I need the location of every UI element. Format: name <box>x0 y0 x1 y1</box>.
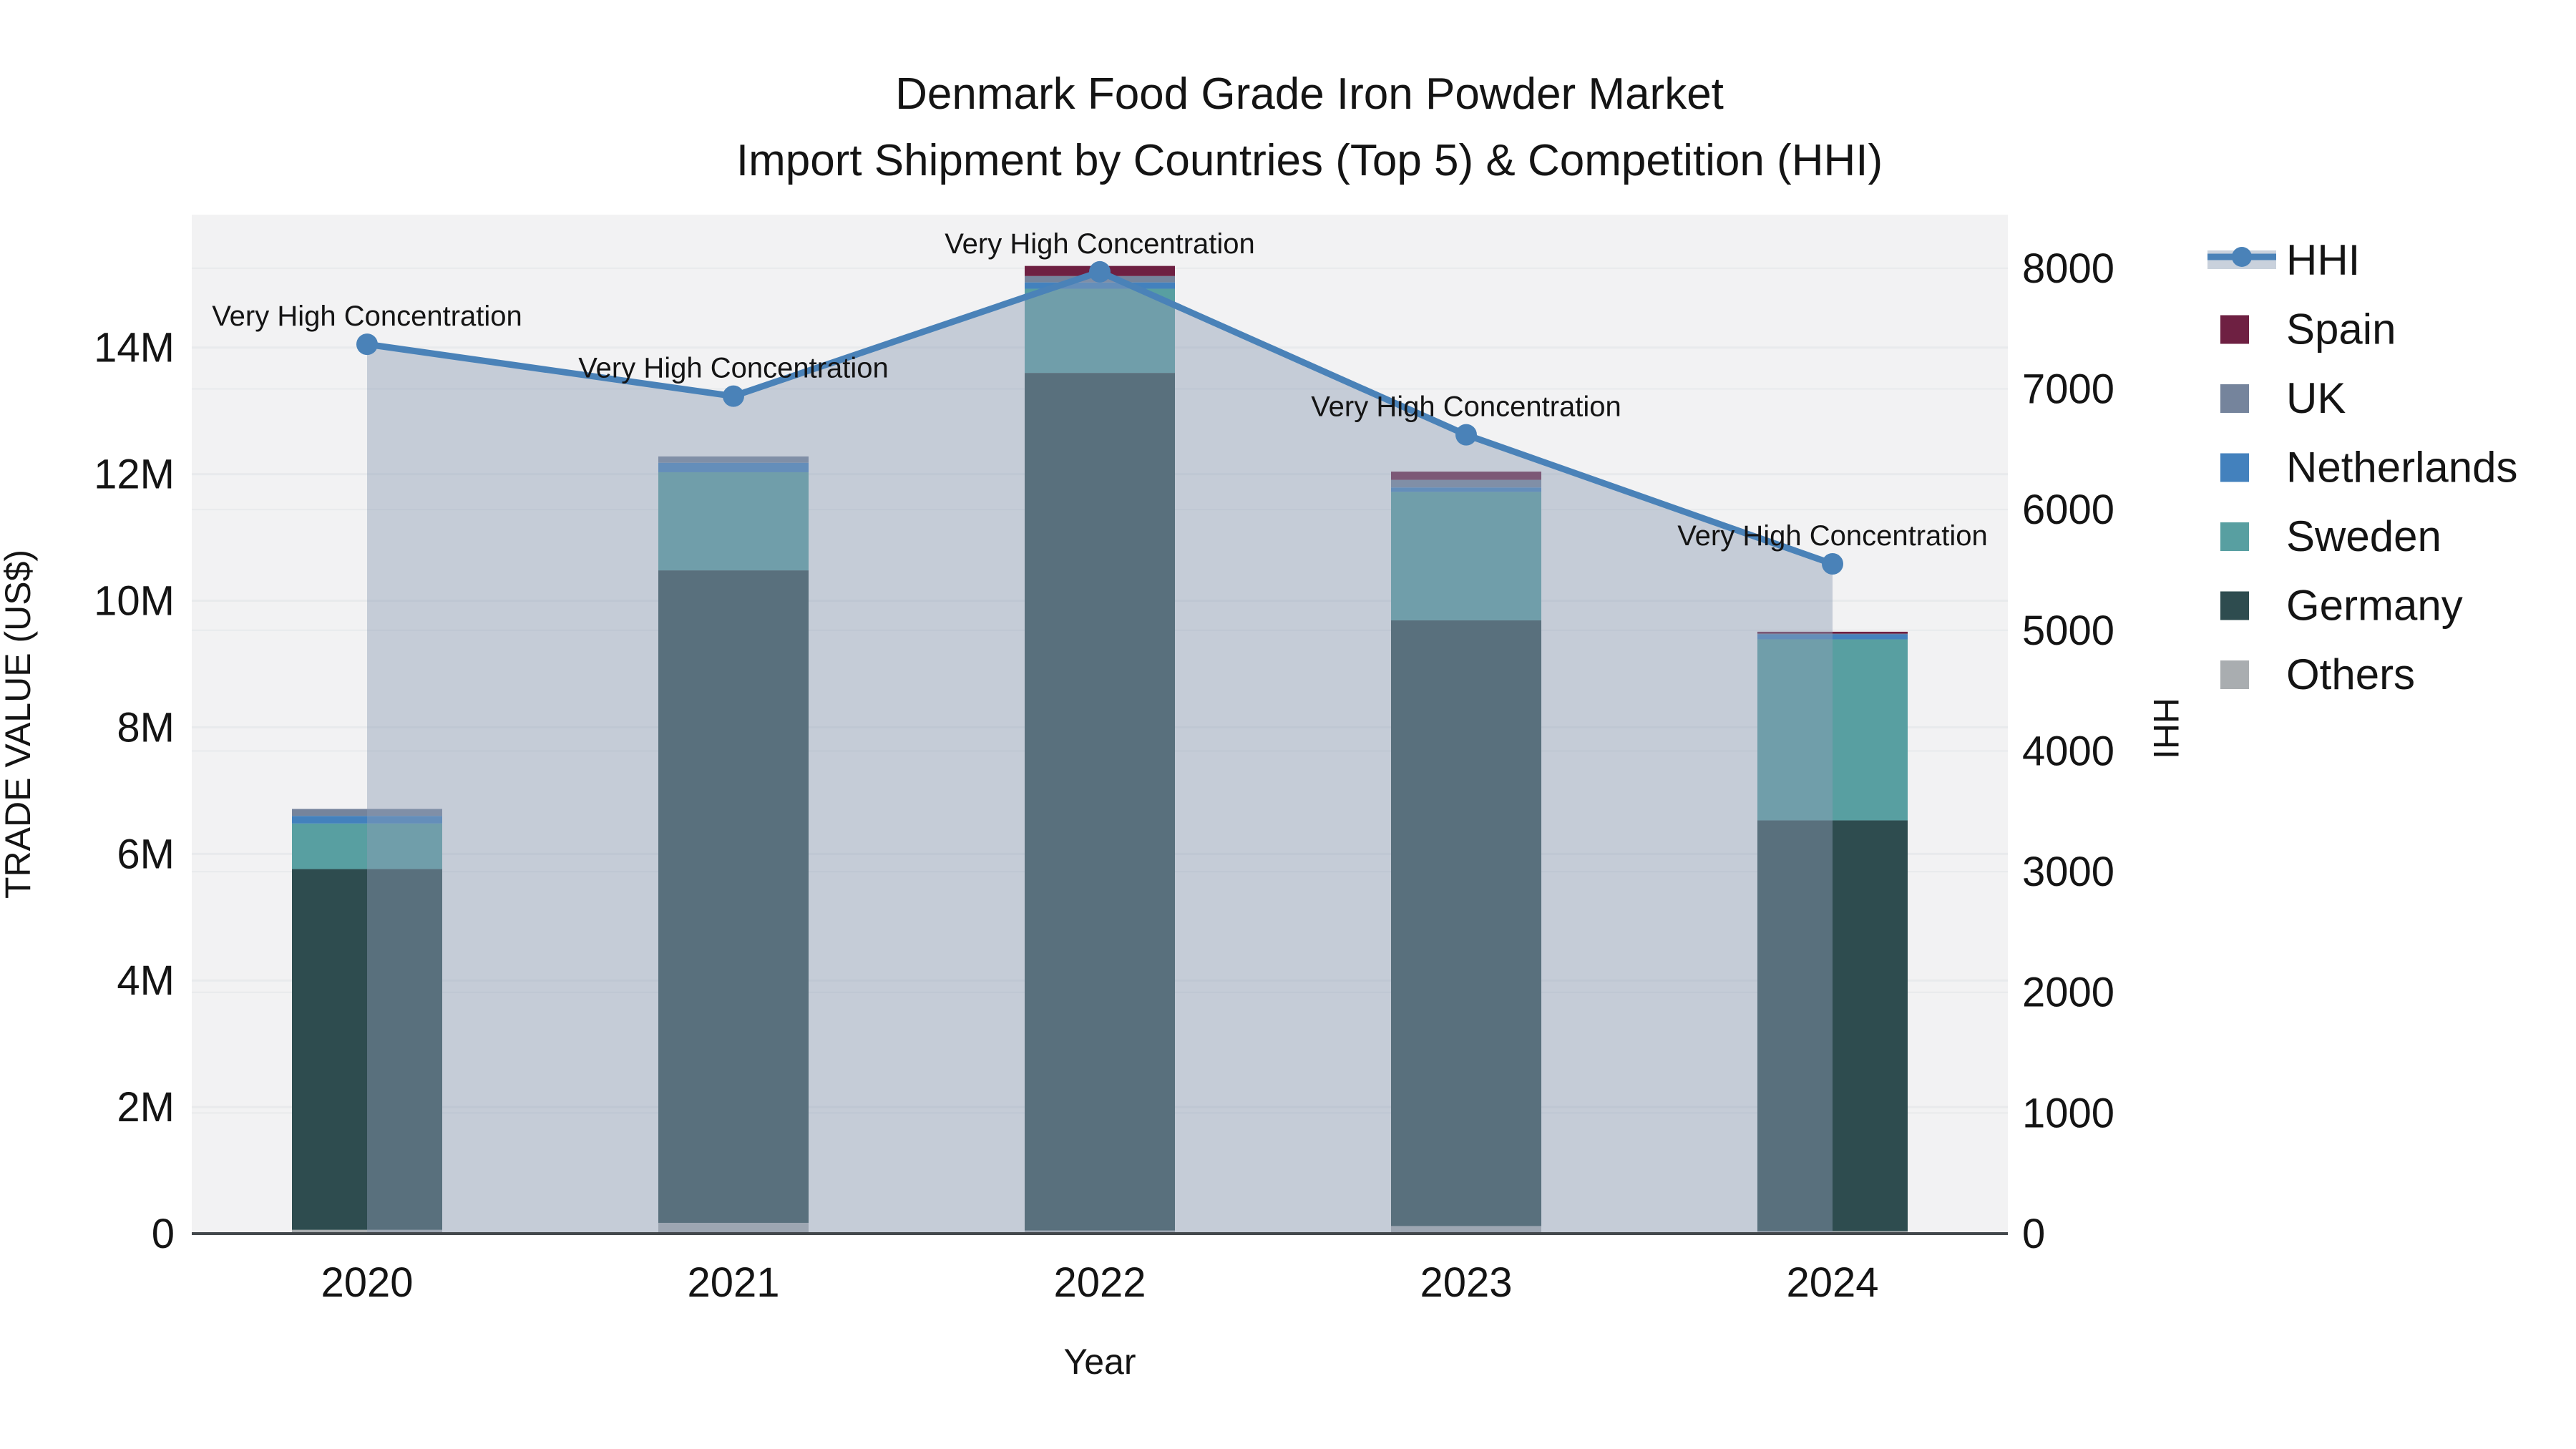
legend-label-sweden: Sweden <box>2286 512 2441 560</box>
bar-segment-others-2020 <box>292 1229 442 1234</box>
legend-swatch-hhi-marker <box>2232 247 2252 267</box>
bar-segment-sweden-2021 <box>658 472 809 571</box>
legend-item-germany: Germany <box>2220 582 2463 630</box>
legend-swatch-germany <box>2220 591 2249 620</box>
legend-label-germany: Germany <box>2286 582 2463 630</box>
hhi-line-layer <box>356 260 1843 1234</box>
y-tick-right-4000: 4000 <box>2022 728 2114 774</box>
legend-item-hhi: HHI <box>2207 236 2360 284</box>
legend-item-spain: Spain <box>2220 306 2396 353</box>
chart-title-line2: Import Shipment by Countries (Top 5) & C… <box>736 136 1883 185</box>
y-tick-left-6M: 6M <box>117 831 175 877</box>
bar-segment-netherlands-2023 <box>1391 487 1541 492</box>
bar-segment-uk-2021 <box>658 456 809 463</box>
y-tick-left-12M: 12M <box>94 452 175 498</box>
bar-segment-germany-2022 <box>1025 373 1175 1231</box>
bar-segment-uk-2023 <box>1391 479 1541 488</box>
bar-segment-others-2023 <box>1391 1226 1541 1234</box>
annotation-2021: Very High Concentration <box>578 353 889 384</box>
legend-swatch-others <box>2220 660 2249 689</box>
x-tick-2020: 2020 <box>321 1259 413 1306</box>
y-tick-left-10M: 10M <box>94 578 175 625</box>
legend-item-others: Others <box>2220 650 2415 698</box>
bar-segment-netherlands-2020 <box>292 816 442 824</box>
y-tick-left-0: 0 <box>152 1211 175 1257</box>
hhi-area-fill <box>367 271 1833 1234</box>
annotations: Very High Concentration Very High Concent… <box>212 228 1988 552</box>
bar-segment-sweden-2020 <box>292 823 442 869</box>
annotation-2020: Very High Concentration <box>212 301 522 332</box>
x-tick-2024: 2024 <box>1786 1259 1878 1306</box>
legend-swatch-uk <box>2220 384 2249 413</box>
legend: HHI Spain UK Netherlands Sweden Germany Others <box>2207 236 2518 698</box>
bar-segment-others-2022 <box>1025 1230 1175 1234</box>
y-tick-right-7000: 7000 <box>2022 366 2114 413</box>
bar-segment-netherlands-2021 <box>658 462 809 472</box>
legend-item-sweden: Sweden <box>2220 512 2441 560</box>
hhi-marker-2021 <box>723 385 744 407</box>
hhi-marker-2022 <box>1089 260 1111 283</box>
bar-segment-spain-2024 <box>1757 631 1908 634</box>
legend-label-netherlands: Netherlands <box>2286 444 2518 492</box>
y-tick-right-2000: 2000 <box>2022 970 2114 1016</box>
legend-label-others: Others <box>2286 650 2415 698</box>
y-tick-right-5000: 5000 <box>2022 608 2114 654</box>
x-axis-title: Year <box>1063 1342 1136 1382</box>
y-tick-right-3000: 3000 <box>2022 849 2114 895</box>
annotation-2023: Very High Concentration <box>1311 391 1621 423</box>
bar-segment-uk-2020 <box>292 809 442 816</box>
legend-swatch-sweden <box>2220 522 2249 551</box>
annotation-2022: Very High Concentration <box>945 228 1255 260</box>
legend-label-spain: Spain <box>2286 306 2396 353</box>
bar-segment-uk-2024 <box>1757 633 1908 635</box>
legend-swatch-spain <box>2220 315 2249 344</box>
axis-tick-labels: 0 2M 4M 6M 8M 10M 12M 14M 0 1000 2000 3000 4000 5000 6… <box>94 245 2114 1306</box>
bar-segment-sweden-2022 <box>1025 288 1175 374</box>
hhi-marker-2020 <box>356 333 378 356</box>
legend-label-uk: UK <box>2286 374 2346 422</box>
hhi-marker-2024 <box>1822 553 1843 575</box>
x-tick-2022: 2022 <box>1053 1259 1146 1306</box>
bar-segment-germany-2024 <box>1757 820 1908 1231</box>
bar-segment-spain-2023 <box>1391 472 1541 480</box>
y-tick-right-1000: 1000 <box>2022 1090 2114 1136</box>
bar-segment-others-2021 <box>658 1222 809 1234</box>
hhi-marker-2023 <box>1455 424 1477 446</box>
bar-segment-germany-2020 <box>292 869 442 1230</box>
bar-segment-netherlands-2022 <box>1025 282 1175 289</box>
x-tick-2023: 2023 <box>1420 1259 1512 1306</box>
annotation-2024: Very High Concentration <box>1677 520 1988 552</box>
y-tick-left-14M: 14M <box>94 325 175 371</box>
y-tick-right-0: 0 <box>2022 1211 2045 1257</box>
legend-item-netherlands: Netherlands <box>2220 444 2518 492</box>
legend-item-uk: UK <box>2220 374 2346 422</box>
bar-segment-sweden-2023 <box>1391 492 1541 620</box>
y-axis-title-left: TRADE VALUE (US$) <box>0 550 38 899</box>
chart-title-line1: Denmark Food Grade Iron Powder Market <box>895 69 1724 119</box>
bar-segment-sweden-2024 <box>1757 639 1908 821</box>
y-tick-right-6000: 6000 <box>2022 487 2114 533</box>
bar-segment-germany-2023 <box>1391 620 1541 1226</box>
y-tick-right-8000: 8000 <box>2022 245 2114 292</box>
legend-label-hhi: HHI <box>2286 236 2360 284</box>
stacked-bars <box>292 265 1908 1234</box>
y-tick-left-8M: 8M <box>117 704 175 751</box>
x-tick-2021: 2021 <box>687 1259 779 1306</box>
y-tick-left-4M: 4M <box>117 957 175 1004</box>
legend-swatch-netherlands <box>2220 453 2249 482</box>
bar-segment-germany-2021 <box>658 570 809 1223</box>
y-axis-title-right: HHI <box>2146 698 2186 759</box>
y-tick-left-2M: 2M <box>117 1084 175 1131</box>
bar-segment-netherlands-2024 <box>1757 634 1908 640</box>
